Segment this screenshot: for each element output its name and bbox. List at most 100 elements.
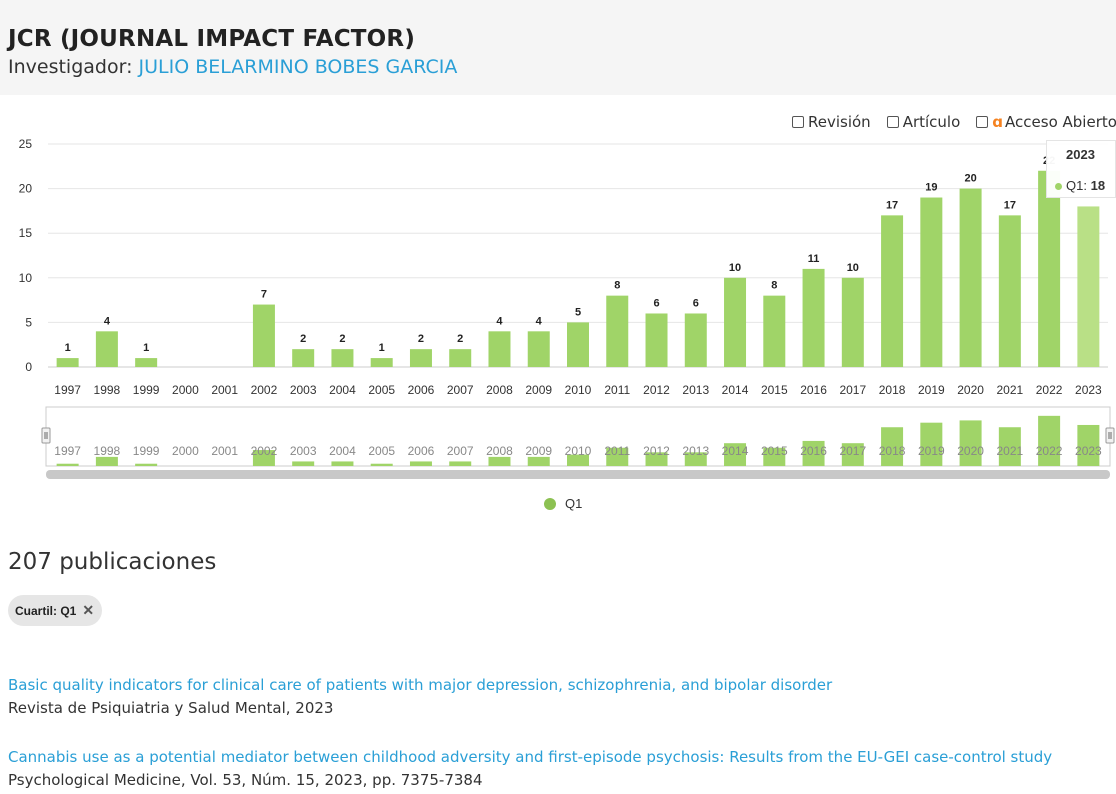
bar-2004[interactable] xyxy=(331,349,354,367)
bar-2002[interactable] xyxy=(252,304,275,367)
navigator-tick-label: 2016 xyxy=(800,444,827,458)
acceso-abierto-checkbox[interactable] xyxy=(976,116,989,128)
bar-2015[interactable] xyxy=(763,295,786,367)
navigator-tick-label: 1998 xyxy=(94,444,121,458)
bar-2013[interactable] xyxy=(684,313,707,367)
bar-1997[interactable] xyxy=(56,358,79,367)
bar-2016[interactable] xyxy=(802,268,825,367)
x-tick-label: 2019 xyxy=(918,383,945,397)
x-tick-label: 2006 xyxy=(408,383,435,397)
legend-dot-q1 xyxy=(544,497,556,510)
navigator-bar xyxy=(1077,424,1100,466)
close-icon[interactable]: ✕ xyxy=(82,602,95,618)
data-label: 5 xyxy=(575,306,581,318)
publication-title-link[interactable]: Basic quality indicators for clinical ca… xyxy=(8,676,833,694)
navigator-tick-label: 2018 xyxy=(879,444,906,458)
navigator-tick-label: 2006 xyxy=(408,444,435,458)
navigator-bar xyxy=(881,427,904,466)
publication-title-link[interactable]: Cannabis use as a potential mediator bet… xyxy=(8,748,1053,766)
bar-2022[interactable] xyxy=(1038,170,1061,367)
navigator-tick-label: 2020 xyxy=(957,444,984,458)
x-tick-label: 2004 xyxy=(329,383,356,397)
navigator-bar xyxy=(527,456,550,466)
tooltip-year: 2023 xyxy=(1066,147,1095,162)
bar-2018[interactable] xyxy=(881,215,904,367)
navigator-bar xyxy=(409,461,432,466)
y-tick-label: 5 xyxy=(25,315,32,329)
navigator-tick-label: 1997 xyxy=(54,444,81,458)
x-tick-label: 1999 xyxy=(133,383,160,397)
navigator-tick-label: 2004 xyxy=(329,444,356,458)
data-label: 4 xyxy=(496,315,503,327)
data-label: 19 xyxy=(925,182,937,194)
filter-acceso-abierto[interactable]: ɑ Acceso Abierto xyxy=(976,113,1116,131)
data-label: 7 xyxy=(261,289,267,301)
bar-2014[interactable] xyxy=(724,277,747,367)
navigator-bar xyxy=(56,463,79,466)
bar-1999[interactable] xyxy=(135,358,158,367)
bar-2023[interactable] xyxy=(1077,206,1100,367)
data-label: 8 xyxy=(771,280,777,292)
bar-2012[interactable] xyxy=(645,313,668,367)
data-label: 2 xyxy=(339,333,345,345)
navigator-tick-label: 2003 xyxy=(290,444,317,458)
bar-2020[interactable] xyxy=(959,188,982,367)
bar-2021[interactable] xyxy=(998,215,1021,367)
data-label: 2 xyxy=(457,333,463,345)
data-label: 10 xyxy=(729,262,741,274)
navigator-tick-label: 2012 xyxy=(643,444,670,458)
bar-2006[interactable] xyxy=(409,349,432,367)
navigator-tick-label: 2001 xyxy=(211,444,238,458)
navigator-tick-label: 2010 xyxy=(565,444,592,458)
navigator-bar xyxy=(488,456,511,466)
navigator-right-handle[interactable] xyxy=(1105,427,1115,444)
navigator-left-handle[interactable] xyxy=(41,427,51,444)
publication-item: Cannabis use as a potential mediator bet… xyxy=(8,748,1052,789)
active-filter-label: Cuartil: Q1 xyxy=(15,603,77,618)
bar-2008[interactable] xyxy=(488,331,511,367)
navigator-bar xyxy=(95,456,118,466)
navigator-tick-label: 2000 xyxy=(172,444,199,458)
navigator-bar xyxy=(292,461,315,466)
revision-checkbox[interactable] xyxy=(792,116,804,128)
bar-1998[interactable] xyxy=(95,331,118,367)
chart-legend-item-q1[interactable]: Q1 xyxy=(544,496,582,511)
bar-2019[interactable] xyxy=(920,197,943,367)
navigator-tick-label: 2009 xyxy=(525,444,552,458)
data-label: 20 xyxy=(964,173,976,185)
publication-source: Revista de Psiquiatria y Salud Mental, 2… xyxy=(8,699,334,717)
navigator-tick-label: 2002 xyxy=(251,444,278,458)
x-tick-label: 1998 xyxy=(94,383,121,397)
data-label: 17 xyxy=(886,199,898,211)
y-tick-label: 25 xyxy=(19,137,33,151)
bar-2017[interactable] xyxy=(841,277,864,367)
y-tick-label: 15 xyxy=(19,226,33,240)
bar-2009[interactable] xyxy=(527,331,550,367)
x-tick-label: 2023 xyxy=(1075,383,1102,397)
bar-2010[interactable] xyxy=(567,322,589,367)
articulo-checkbox[interactable] xyxy=(886,116,899,128)
data-label: 6 xyxy=(653,297,659,309)
x-tick-label: 2009 xyxy=(525,383,552,397)
x-tick-label: 2020 xyxy=(957,383,984,397)
bar-2005[interactable] xyxy=(370,358,393,367)
bar-2003[interactable] xyxy=(292,349,315,367)
x-tick-label: 2016 xyxy=(800,383,827,397)
navigator-bar xyxy=(567,454,589,466)
navigator-bar xyxy=(449,461,472,466)
filter-articulo[interactable]: Artículo xyxy=(886,113,961,131)
legend-label-q1: Q1 xyxy=(565,496,583,511)
y-tick-label: 0 xyxy=(25,360,32,374)
x-tick-label: 2014 xyxy=(722,383,749,397)
navigator-scrollbar[interactable] xyxy=(46,470,1110,479)
bar-2007[interactable] xyxy=(449,349,472,367)
publication-source: Psychological Medicine, Vol. 53, Núm. 15… xyxy=(8,771,483,789)
navigator-tick-label: 2019 xyxy=(918,444,945,458)
filter-revision[interactable]: Revisión xyxy=(792,113,871,131)
navigator-tick-label: 2011 xyxy=(604,444,630,458)
navigator-tick-label: 2008 xyxy=(486,444,513,458)
publication-count: 207 publicaciones xyxy=(8,549,217,575)
bar-2011[interactable] xyxy=(606,295,629,367)
chart-tooltip: 2023 Q1: 18 xyxy=(1046,140,1116,198)
filter-articulo-label: Artículo xyxy=(902,113,961,131)
